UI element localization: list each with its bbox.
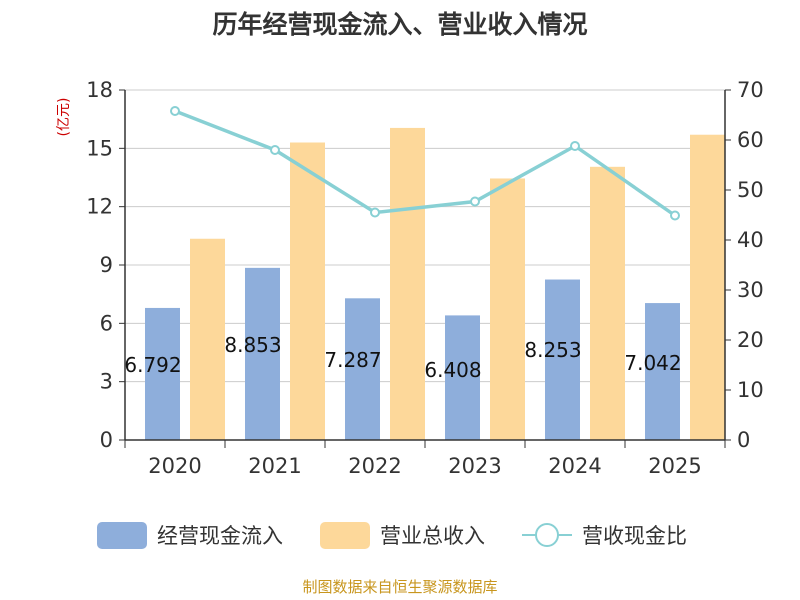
legend-label-ratio: 营收现金比	[582, 524, 687, 548]
ratio-point	[670, 210, 680, 221]
bar-cash-inflow	[645, 303, 680, 440]
legend-label-cash-inflow: 经营现金流入	[157, 524, 283, 548]
chart-title: 历年经营现金流入、营业收入情况	[212, 10, 587, 39]
left-tick-label: 0	[100, 428, 113, 452]
source-note: 制图数据来自恒生聚源数据库	[302, 578, 497, 596]
ratio-line-path	[174, 109, 676, 217]
data-labels: 6.792 8.853 7.287 6.408 8.253 7.042	[124, 333, 681, 382]
legend-swatch-cash-inflow	[97, 522, 147, 549]
bar-revenue	[490, 178, 525, 440]
right-tick-label: 0	[737, 428, 750, 452]
ratio-point	[170, 106, 180, 116]
legend-label-revenue: 营业总收入	[380, 524, 485, 548]
right-tick-label: 10	[737, 378, 764, 402]
left-tick-label: 15	[86, 136, 113, 160]
data-label-cash-inflow: 7.042	[624, 351, 681, 375]
bar-cash-inflow	[145, 307, 180, 440]
ratio-line	[170, 106, 680, 221]
legend: 经营现金流入 营业总收入 营收现金比	[97, 522, 687, 549]
bar-revenue	[390, 127, 425, 441]
bar-cash-inflow	[345, 298, 380, 440]
right-tick-label: 60	[737, 128, 764, 152]
x-tick-label: 2021	[248, 454, 301, 478]
data-label-cash-inflow: 8.253	[524, 338, 581, 362]
ratio-point	[270, 145, 280, 155]
bar-revenue	[590, 166, 625, 441]
x-tick-label: 2020	[148, 454, 201, 478]
axes: 0 3 6 9 12 15 18 0 10 20 30 40 50 60 70 2020 2021 2022 202…	[86, 78, 763, 478]
left-tick-label: 9	[100, 253, 113, 277]
bar-cash-inflow	[245, 267, 280, 440]
bar-revenue	[190, 238, 225, 440]
bars	[145, 127, 725, 441]
data-label-cash-inflow: 7.287	[324, 348, 381, 372]
x-tick-label: 2022	[348, 454, 401, 478]
legend-swatch-revenue	[320, 522, 370, 549]
bar-cash-inflow	[545, 279, 580, 440]
left-tick-label: 3	[100, 370, 113, 394]
ratio-point	[570, 141, 580, 151]
bar-revenue	[690, 134, 725, 440]
right-tick-label: 20	[737, 328, 764, 352]
right-tick-label: 40	[737, 228, 764, 252]
bar-revenue	[290, 142, 325, 440]
right-tick-label: 50	[737, 178, 764, 202]
x-tick-label: 2024	[548, 454, 601, 478]
ratio-point	[470, 196, 480, 207]
bar-cash-inflow	[445, 315, 480, 440]
x-tick-label: 2025	[648, 454, 701, 478]
left-tick-label: 18	[86, 78, 113, 102]
left-axis-unit: (亿元)	[56, 98, 72, 137]
left-tick-label: 12	[86, 195, 113, 219]
legend-swatch-ratio-marker	[535, 523, 559, 547]
data-label-cash-inflow: 6.408	[424, 358, 481, 382]
data-label-cash-inflow: 8.853	[224, 333, 281, 357]
data-label-cash-inflow: 6.792	[124, 353, 181, 377]
right-tick-label: 70	[737, 78, 764, 102]
ratio-point	[370, 207, 380, 218]
left-tick-label: 6	[100, 311, 113, 335]
right-tick-label: 30	[737, 278, 764, 302]
x-tick-label: 2023	[448, 454, 501, 478]
